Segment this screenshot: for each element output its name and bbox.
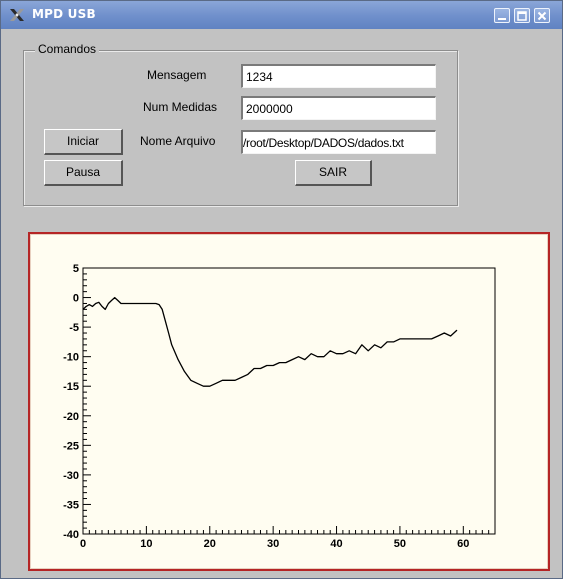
nome-arquivo-input[interactable]: /root/Desktop/DADOS/dados.txt: [241, 130, 436, 154]
nome-arquivo-label: Nome Arquivo: [140, 134, 216, 148]
x-tick-label: 0: [80, 538, 86, 550]
mensagem-label: Mensagem: [147, 68, 207, 82]
x-app-icon: [8, 6, 26, 24]
y-tick-label: 0: [73, 293, 79, 305]
y-tick-label: -30: [63, 470, 79, 482]
x-tick-label: 60: [457, 538, 469, 550]
x-tick-label: 50: [394, 538, 406, 550]
maximize-icon: [517, 11, 527, 21]
minimize-icon: [498, 18, 506, 20]
x-tick-label: 30: [267, 538, 279, 550]
y-tick-label: -40: [63, 529, 79, 541]
pausa-button[interactable]: Pausa: [44, 160, 123, 186]
plot-canvas[interactable]: 0 10 20 30 40 50 60 5 0 -5 -10 -15 -20 -25 -30 -35 -40: [28, 232, 550, 571]
title-bar[interactable]: MPD USB: [1, 1, 562, 29]
iniciar-button[interactable]: Iniciar: [44, 129, 123, 155]
series-line: [82, 296, 458, 387]
comandos-group: [23, 50, 458, 206]
y-tick-label: -15: [63, 381, 79, 393]
y-tick-label: -35: [63, 499, 79, 511]
x-tick-label: 10: [140, 538, 152, 550]
num-medidas-label: Num Medidas: [143, 100, 218, 114]
y-tick-label: 5: [73, 263, 79, 275]
num-medidas-input[interactable]: 2000000: [241, 96, 436, 120]
sair-button[interactable]: SAIR: [295, 160, 372, 186]
x-tick-label: 20: [204, 538, 216, 550]
close-button[interactable]: [534, 8, 550, 23]
y-tick-label: -5: [69, 322, 79, 334]
mensagem-input[interactable]: 1234: [241, 64, 436, 88]
close-icon: [537, 11, 547, 21]
y-tick-label: -25: [63, 440, 79, 452]
y-tick-label: -20: [63, 411, 79, 423]
minimize-button[interactable]: [494, 8, 510, 23]
x-tick-label: 40: [330, 538, 342, 550]
maximize-button[interactable]: [514, 8, 530, 23]
window-title: MPD USB: [32, 7, 96, 21]
y-tick-label: -10: [63, 352, 79, 364]
plot-frame: [82, 267, 496, 535]
comandos-group-label: Comandos: [35, 42, 100, 56]
